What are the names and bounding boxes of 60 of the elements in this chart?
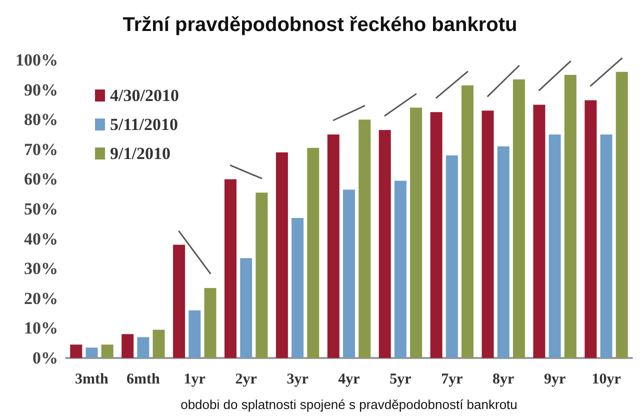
bar: [343, 190, 355, 358]
x-tick-label: 5yr: [390, 372, 412, 388]
bar: [378, 130, 391, 358]
y-tick-label: 100%: [16, 50, 58, 70]
bar: [188, 310, 201, 358]
bar: [533, 104, 546, 358]
y-tick-label: 50%: [24, 200, 58, 218]
bar: [204, 288, 216, 358]
legend-label: 9/1/2010: [110, 144, 170, 163]
bar: [564, 74, 576, 358]
bar: [70, 344, 82, 358]
bar: [173, 244, 186, 358]
y-tick-label: 90%: [24, 80, 58, 100]
bar: [394, 180, 406, 358]
x-tick-label: 8yr: [492, 372, 515, 388]
x-tick-label: 7yr: [441, 372, 464, 388]
bar: [600, 134, 612, 358]
x-tick-label: 2yr: [235, 372, 258, 388]
bar: [584, 100, 597, 358]
bar: [446, 155, 458, 358]
bar: [122, 334, 134, 358]
x-tick-label: 10yr: [592, 372, 622, 388]
y-tick-label: 30%: [24, 259, 58, 278]
legend-label: 5/11/2010: [110, 115, 178, 134]
y-tick-label: 20%: [24, 288, 58, 308]
x-tick-label: 3mth: [75, 372, 110, 388]
y-tick-label: 80%: [24, 110, 58, 130]
bar: [482, 110, 494, 358]
bar: [497, 146, 510, 358]
x-tick-label: 3yr: [286, 372, 309, 388]
bar: [224, 179, 236, 358]
bar: [410, 108, 422, 358]
y-tick-label: 70%: [24, 140, 58, 159]
x-axis-title: obdobi do splatnosti spojené s pravděpodobností bankrotu: [180, 397, 518, 412]
bar: [430, 112, 442, 358]
bar: [292, 218, 304, 358]
bar: [358, 120, 371, 358]
bar: [86, 348, 98, 358]
bar: [616, 72, 628, 358]
bar: [137, 337, 150, 358]
bar: [101, 344, 114, 358]
bar: [240, 258, 252, 358]
bar: [256, 192, 268, 358]
bar: [152, 330, 165, 358]
bar: [512, 79, 525, 358]
y-tick-label: 40%: [24, 229, 58, 248]
x-tick-label: 6mth: [126, 372, 160, 388]
bar: [327, 134, 340, 358]
x-tick-label: 1yr: [184, 372, 206, 388]
bar: [548, 134, 561, 358]
bar: [276, 152, 288, 358]
chart-title: Tržní pravděpodobnost řeckého bankrotu: [122, 14, 518, 36]
y-tick-label: 10%: [24, 318, 58, 338]
bar: [307, 148, 320, 358]
x-tick-label: 9yr: [544, 372, 566, 388]
bar: [462, 85, 474, 358]
legend-label: 4/30/2010: [110, 86, 179, 105]
y-tick-label: 60%: [24, 170, 58, 189]
x-tick-label: 4yr: [338, 372, 360, 388]
y-tick-label: 0%: [32, 348, 58, 368]
